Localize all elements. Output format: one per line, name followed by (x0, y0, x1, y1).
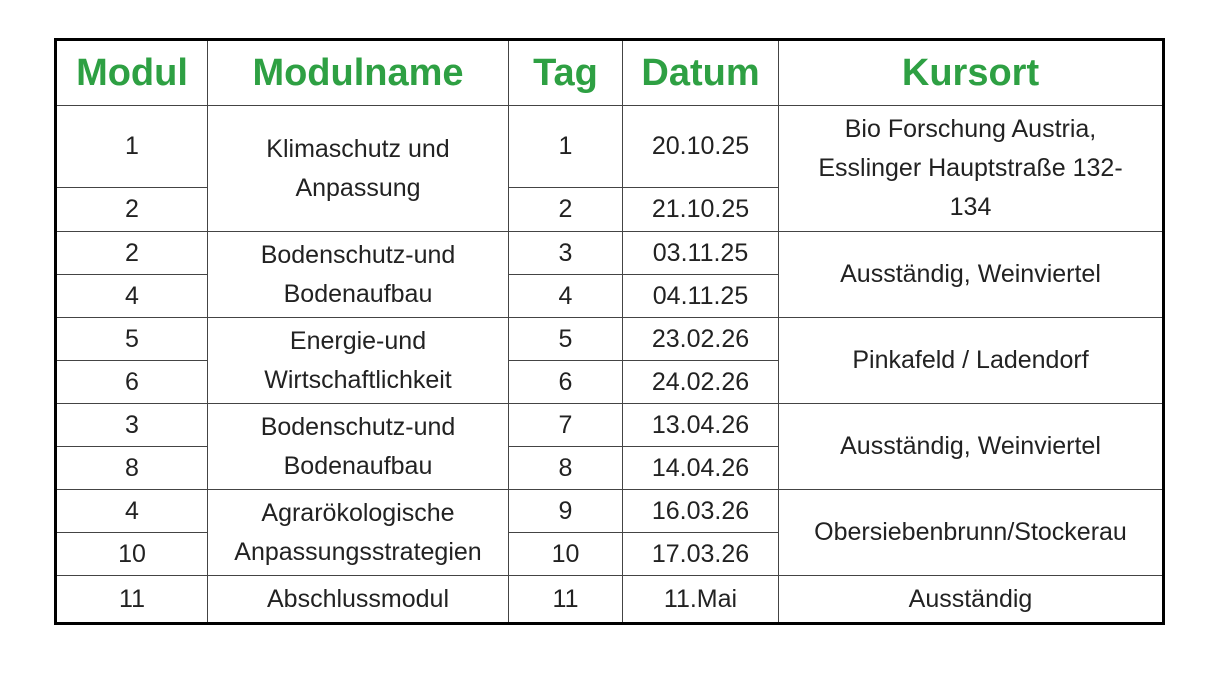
modulname-cell: Bodenschutz-und Bodenaufbau (207, 403, 509, 490)
tag-cell: 8 (508, 446, 623, 490)
tag-cell: 1 (508, 105, 623, 188)
table-row: 5 Energie-und Wirtschaftlichkeit 5 23.02.26… (55, 317, 1164, 404)
kursort-cell: Ausständig (778, 575, 1164, 624)
datum-cell: 03.11.25 (622, 231, 779, 275)
modulname-cell: Abschlussmodul (207, 575, 509, 624)
modul-cell: 8 (55, 446, 208, 490)
datum-cell: 20.10.25 (622, 105, 779, 188)
modulname-cell: Klimaschutz und Anpassung (207, 105, 509, 232)
header-cell: Datum (622, 39, 779, 106)
tag-cell: 9 (508, 489, 623, 533)
datum-cell: 21.10.25 (622, 187, 779, 232)
datum-cell: 13.04.26 (622, 403, 779, 447)
modul-cell: 2 (55, 231, 208, 275)
table-row: 11 Abschlussmodul 11 11.Mai Ausständig (55, 575, 1164, 624)
kursort-cell: Ausständig, Weinviertel (778, 231, 1164, 318)
tag-cell: 5 (508, 317, 623, 361)
datum-cell: 24.02.26 (622, 360, 779, 404)
tag-cell: 6 (508, 360, 623, 404)
table-row: 10 10 17.03.26 (55, 532, 1164, 576)
table-row: 8 8 14.04.26 (55, 446, 1164, 490)
modul-cell: 1 (55, 105, 208, 188)
modul-cell: 2 (55, 187, 208, 232)
datum-cell: 11.Mai (622, 575, 779, 624)
schedule-table: Modul Modulname Tag Datum Kursort 1 Klimaschut… (54, 38, 1165, 625)
datum-cell: 23.02.26 (622, 317, 779, 361)
table-row: 4 Agrarökologische Anpassungsstrategien 9 1… (55, 489, 1164, 576)
table-row: 2 2 21.10.25 (55, 187, 1164, 232)
table-row: 3 Bodenschutz-und Bodenaufbau 7 13.04.26 Aus… (55, 403, 1164, 490)
tag-cell: 3 (508, 231, 623, 275)
tag-cell: 4 (508, 274, 623, 318)
header-cell: Modulname (207, 39, 509, 106)
modul-cell: 11 (55, 575, 208, 624)
table-row: 6 6 24.02.26 (55, 360, 1164, 404)
kursort-cell: Bio Forschung Austria, Esslinger Hauptst… (778, 105, 1164, 232)
tag-cell: 7 (508, 403, 623, 447)
modul-cell: 3 (55, 403, 208, 447)
datum-cell: 17.03.26 (622, 532, 779, 576)
header-cell: Tag (508, 39, 623, 106)
kursort-cell: Obersiebenbrunn/Stockerau (778, 489, 1164, 576)
tag-cell: 11 (508, 575, 623, 624)
modulname-cell: Bodenschutz-und Bodenaufbau (207, 231, 509, 318)
modul-cell: 4 (55, 489, 208, 533)
modul-cell: 4 (55, 274, 208, 318)
kursort-cell: Ausständig, Weinviertel (778, 403, 1164, 490)
modul-cell: 6 (55, 360, 208, 404)
kursort-cell: Pinkafeld / Ladendorf (778, 317, 1164, 404)
table-row: 1 Klimaschutz und Anpassung 1 20.10.25 Bio F… (55, 105, 1164, 232)
tag-cell: 2 (508, 187, 623, 232)
modulname-cell: Agrarökologische Anpassungsstrategien (207, 489, 509, 576)
datum-cell: 16.03.26 (622, 489, 779, 533)
modulname-cell: Energie-und Wirtschaftlichkeit (207, 317, 509, 404)
header-cell: Kursort (778, 39, 1164, 106)
table-row: 4 4 04.11.25 (55, 274, 1164, 318)
header-row: Modul Modulname Tag Datum Kursort (55, 39, 1164, 106)
datum-cell: 14.04.26 (622, 446, 779, 490)
tag-cell: 10 (508, 532, 623, 576)
table-row: 2 Bodenschutz-und Bodenaufbau 3 03.11.25 Aus… (55, 231, 1164, 318)
modul-cell: 10 (55, 532, 208, 576)
header-cell: Modul (55, 39, 208, 106)
modul-cell: 5 (55, 317, 208, 361)
datum-cell: 04.11.25 (622, 274, 779, 318)
